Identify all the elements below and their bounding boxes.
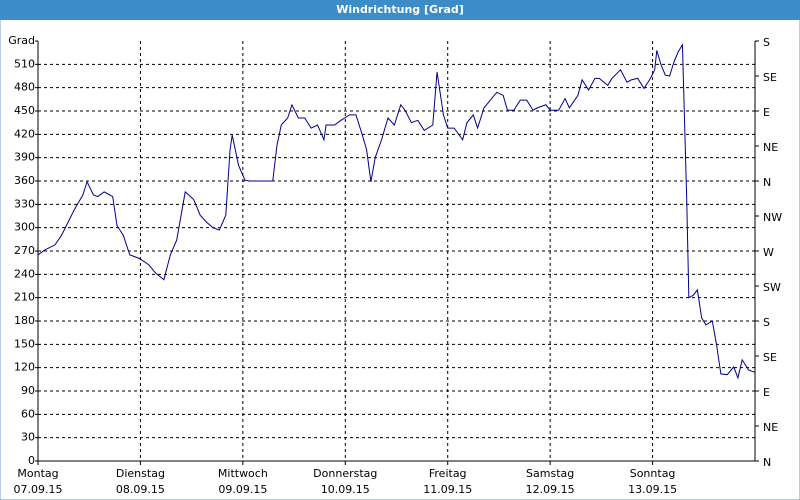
- chart-title: Windrichtung [Grad]: [336, 3, 464, 16]
- y-tick-label: 420: [14, 127, 35, 140]
- y2-tick-label: S: [763, 36, 770, 49]
- x-tick-date: 12.09.15: [526, 483, 575, 496]
- y-tick-label: 480: [14, 81, 35, 94]
- x-tick-date: 07.09.15: [14, 483, 63, 496]
- y-tick-label: 510: [14, 57, 35, 70]
- y2-tick-label: NE: [763, 421, 778, 434]
- data-line: [37, 43, 756, 380]
- y-tick-label: 150: [14, 337, 35, 350]
- y-tick-label: 390: [14, 151, 35, 164]
- y-tick-label: Grad: [8, 34, 35, 47]
- y-tick-label: 120: [14, 361, 35, 374]
- x-tick-label: Mittwoch: [218, 467, 268, 480]
- x-tick-date: 13.09.15: [628, 483, 677, 496]
- y2-tick-label: NE: [763, 141, 778, 154]
- x-tick-date: 09.09.15: [218, 483, 267, 496]
- y-tick-label: 240: [14, 267, 35, 280]
- y-tick-label: 330: [14, 197, 35, 210]
- y2-tick-label: SW: [763, 281, 781, 294]
- y2-tick-label: SE: [763, 71, 777, 84]
- title-bar: [0, 0, 800, 20]
- x-tick-label: Dienstag: [116, 467, 165, 480]
- y-tick-label: 180: [14, 314, 35, 327]
- x-tick-date: 08.09.15: [116, 483, 165, 496]
- y-tick-label: 210: [14, 291, 35, 304]
- y2-tick-label: N: [763, 456, 771, 469]
- x-tick-date: 11.09.15: [423, 483, 472, 496]
- x-tick-label: Sonntag: [630, 467, 676, 480]
- y2-tick-label: SE: [763, 351, 777, 364]
- y-tick-label: 270: [14, 244, 35, 257]
- x-tick-date: 10.09.15: [321, 483, 370, 496]
- x-tick-label: Montag: [17, 467, 58, 480]
- y-tick-label: 300: [14, 221, 35, 234]
- y2-tick-label: W: [763, 246, 774, 259]
- x-tick-label: Freitag: [429, 467, 467, 480]
- y2-tick-label: E: [763, 106, 770, 119]
- y-tick-label: 360: [14, 174, 35, 187]
- x-tick-label: Samstag: [526, 467, 574, 480]
- y-tick-label: 0: [28, 454, 35, 467]
- y2-tick-label: N: [763, 176, 771, 189]
- y2-tick-label: NW: [763, 211, 782, 224]
- y-tick-label: 450: [14, 104, 35, 117]
- x-tick-label: Donnerstag: [313, 467, 377, 480]
- y-tick-label: 90: [21, 384, 35, 397]
- y-tick-label: 60: [21, 407, 35, 420]
- y2-tick-label: S: [763, 316, 770, 329]
- y2-tick-label: E: [763, 386, 770, 399]
- y-tick-label: 30: [21, 431, 35, 444]
